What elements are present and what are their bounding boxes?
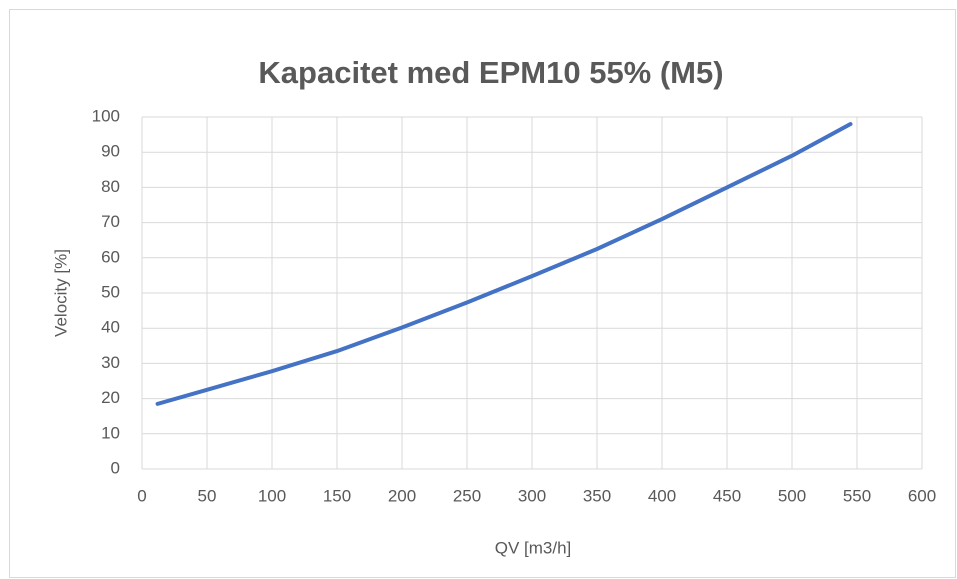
x-tick-label: 150: [323, 486, 351, 505]
x-tick-label: 350: [583, 486, 611, 505]
x-tick-label: 450: [713, 486, 741, 505]
y-tick-label: 50: [101, 282, 120, 301]
x-axis-label: QV [m3/h]: [495, 538, 572, 557]
y-tick-label: 100: [92, 106, 120, 125]
y-axis-label: Velocity [%]: [51, 249, 70, 337]
x-tick-label: 0: [137, 486, 146, 505]
y-tick-label: 20: [101, 388, 120, 407]
x-tick-label: 500: [778, 486, 806, 505]
y-tick-label: 60: [101, 247, 120, 266]
y-tick-label: 40: [101, 318, 120, 337]
x-tick-label: 200: [388, 486, 416, 505]
y-tick-label: 70: [101, 212, 120, 231]
y-tick-label: 0: [111, 458, 120, 477]
y-tick-label: 30: [101, 353, 120, 372]
x-tick-label: 550: [843, 486, 871, 505]
chart-title: Kapacitet med EPM10 55% (M5): [258, 55, 723, 90]
x-tick-label: 50: [198, 486, 217, 505]
x-tick-label: 300: [518, 486, 546, 505]
y-tick-label: 10: [101, 423, 120, 442]
x-tick-label: 600: [908, 486, 936, 505]
x-tick-label: 400: [648, 486, 676, 505]
y-tick-label: 90: [101, 142, 120, 161]
x-tick-label: 250: [453, 486, 481, 505]
data-line: [155, 122, 853, 406]
x-tick-label: 100: [258, 486, 286, 505]
y-tick-label: 80: [101, 177, 120, 196]
